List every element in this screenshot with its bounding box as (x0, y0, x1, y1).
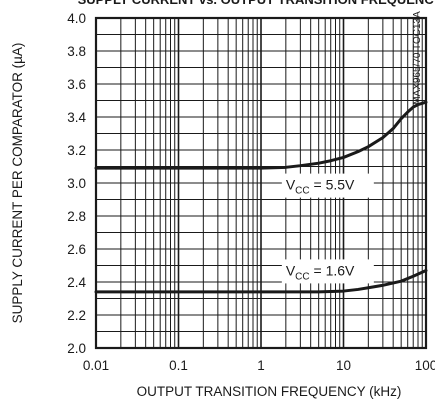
series-label-1: VCC = 1.6V (286, 262, 355, 282)
y-tick-label: 2.2 (67, 308, 86, 323)
x-tick-label: 0.01 (83, 358, 109, 373)
series-label-bg (281, 173, 374, 198)
y-tick-label: 3.0 (67, 176, 86, 191)
y-axis-title: SUPPLY CURRENT PER COMPARATOR (µA) (10, 43, 25, 324)
y-tick-label: 3.6 (67, 77, 86, 92)
x-axis-title: OUTPUT TRANSITION FREQUENCY (kHz) (137, 384, 402, 399)
y-tick-label: 3.2 (67, 143, 86, 158)
series-line-1 (94, 268, 428, 294)
y-tick-label: 2.4 (67, 275, 86, 290)
clipped-title: SUPPLY CURRENT vs. OUTPUT TRANSITION FRE… (78, 0, 435, 7)
y-tick-label: 2.8 (67, 209, 86, 224)
y-tick-label: 3.4 (67, 110, 86, 125)
y-tick-label: 2.6 (67, 242, 86, 257)
series-label-0: VCC = 5.5V (286, 177, 355, 197)
series-line-0 (94, 100, 428, 170)
part-number-label: MAX965/70 TOC13A (412, 11, 423, 105)
x-tick-label: 100 (415, 358, 435, 373)
x-tick-label: 1 (257, 358, 265, 373)
x-tick-label: 10 (336, 358, 351, 373)
plot-frame (94, 16, 428, 350)
y-tick-label: 3.8 (67, 44, 86, 59)
y-tick-label: 2.0 (67, 341, 86, 356)
series-label-bg (281, 259, 374, 284)
x-tick-label: 0.1 (169, 358, 188, 373)
y-tick-label: 4.0 (67, 11, 86, 26)
